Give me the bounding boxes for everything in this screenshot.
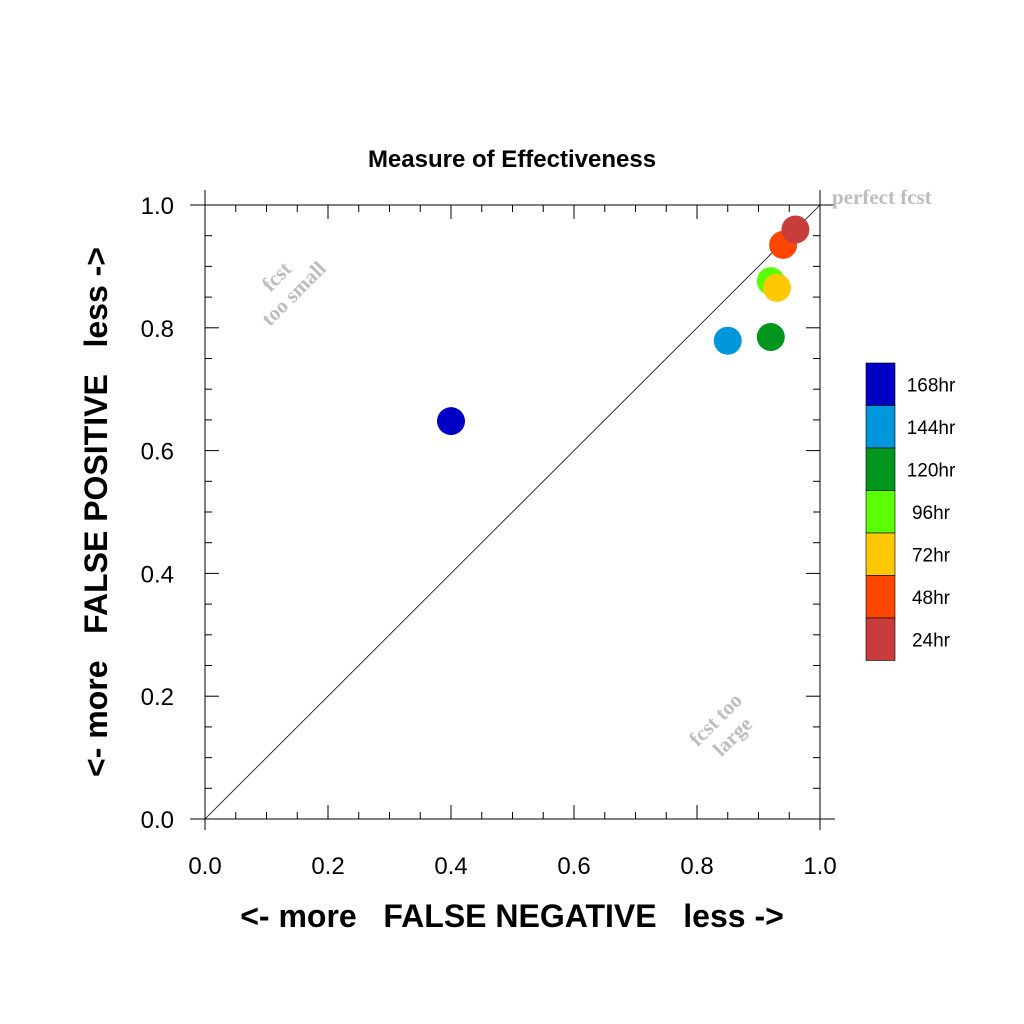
- annotations: perfect fcst fcsttoo small fcst toolarge: [239, 185, 932, 768]
- legend-swatch-120hr: [865, 447, 896, 491]
- legend-label-24hr: 24hr: [912, 630, 951, 651]
- legend-label-72hr: 72hr: [912, 545, 951, 566]
- legend-swatch-48hr: [865, 575, 896, 619]
- point-120hr: [756, 323, 785, 352]
- point-168hr: [437, 407, 465, 436]
- annotation-fcst-too-small: fcsttoo small: [239, 239, 330, 330]
- legend-label-120hr: 120hr: [907, 460, 956, 481]
- point-24hr: [781, 215, 810, 244]
- legend-swatch-96hr: [865, 490, 896, 534]
- y-tick-label: 1.0: [141, 193, 174, 220]
- legend-label-48hr: 48hr: [912, 588, 951, 609]
- x-tick-label: 0.6: [557, 853, 590, 880]
- tick-marks: [204, 204, 821, 820]
- point-72hr: [762, 273, 791, 302]
- x-tick-label: 0.2: [311, 853, 344, 880]
- y-tick-label: 0.4: [141, 561, 174, 588]
- legend-swatch-144hr: [865, 405, 896, 449]
- x-tick-label: 0.0: [188, 853, 221, 880]
- legend: 168hr 144hr 120hr 96hr 72hr 48hr 24hr: [865, 362, 956, 661]
- point-144hr: [713, 326, 742, 355]
- y-tick-label: 0.0: [141, 807, 174, 834]
- x-tick-label: 1.0: [803, 853, 836, 880]
- y-tick-label: 0.6: [141, 439, 174, 466]
- tick-labels: 0.0 0.2 0.4 0.6 0.8 1.0 0.0 0.2 0.4 0.6 0.8 1.0: [141, 193, 837, 880]
- legend-swatch-72hr: [865, 532, 896, 576]
- y-tick-label: 0.8: [141, 316, 174, 343]
- perfect-forecast-line: [204, 204, 821, 820]
- legend-label-168hr: 168hr: [907, 375, 956, 396]
- legend-swatch-24hr: [865, 617, 896, 661]
- chart-title: Measure of Effectiveness: [368, 146, 656, 173]
- y-axis-label: <- more FALSE POSITIVE less ->: [78, 247, 114, 777]
- legend-label-144hr: 144hr: [907, 418, 956, 439]
- x-tick-label: 0.4: [434, 853, 467, 880]
- x-tick-label: 0.8: [680, 853, 713, 880]
- annotation-fcst-too-large: fcst toolarge: [684, 688, 764, 768]
- data-points: [437, 215, 810, 436]
- legend-swatch-168hr: [865, 362, 896, 406]
- x-axis-label: <- more FALSE NEGATIVE less ->: [240, 898, 784, 934]
- annotation-perfect-fcst: perfect fcst: [832, 185, 932, 209]
- legend-label-96hr: 96hr: [912, 503, 951, 524]
- y-tick-label: 0.2: [141, 684, 174, 711]
